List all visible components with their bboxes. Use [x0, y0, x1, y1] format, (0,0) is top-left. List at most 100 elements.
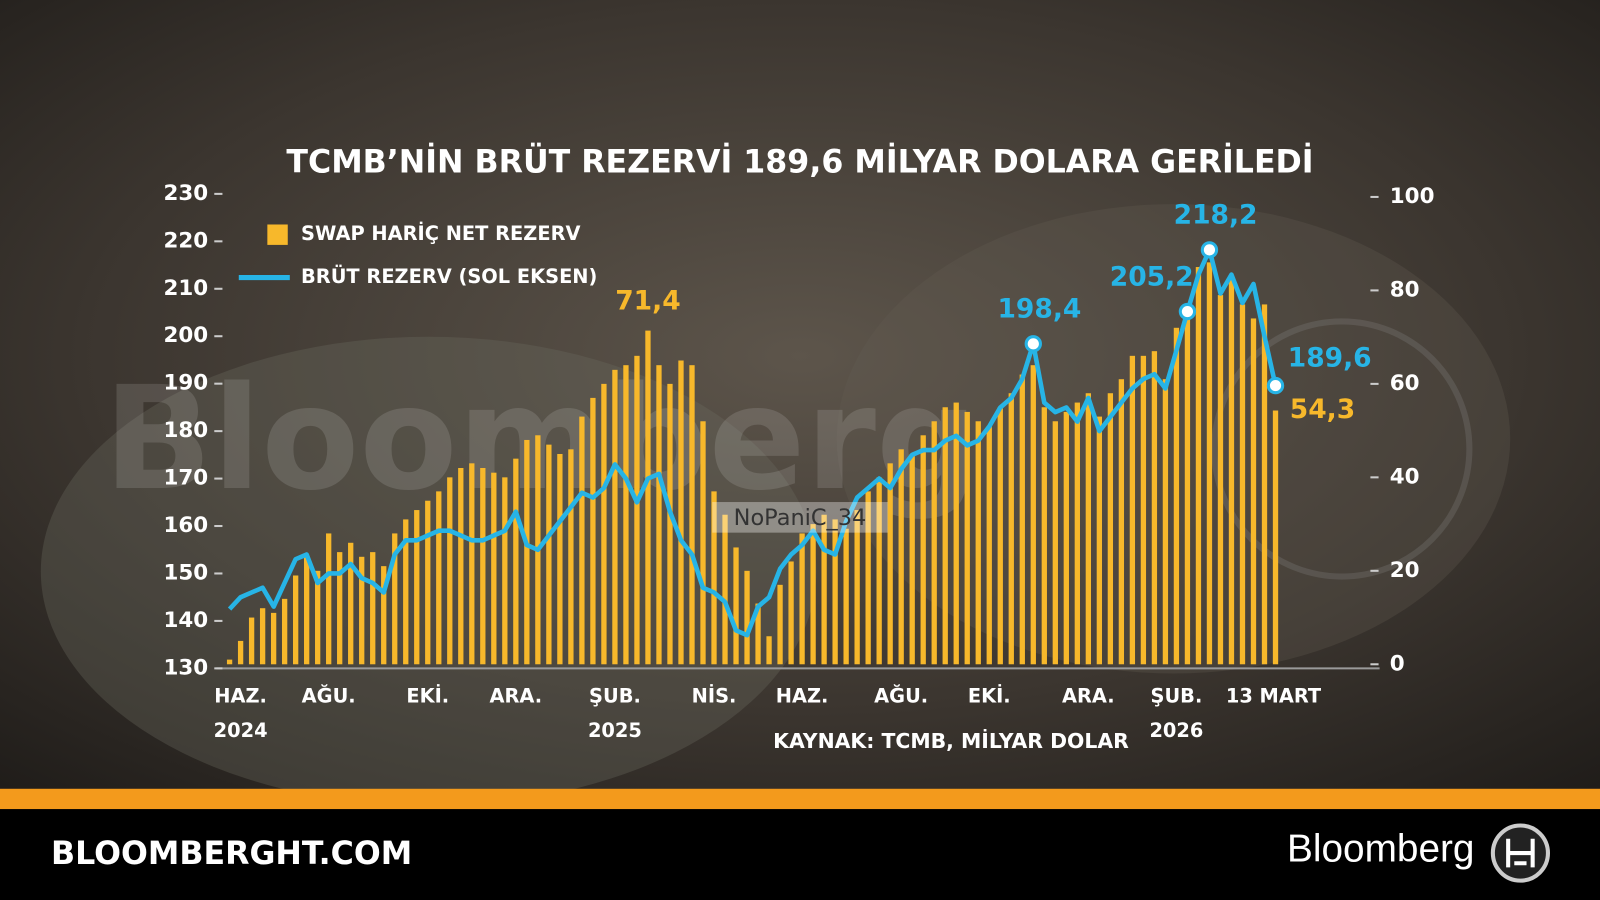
- x-tick-label: HAZ.: [214, 684, 267, 707]
- bar: [315, 570, 321, 665]
- bar: [414, 510, 420, 665]
- y-tick-label: 220: [163, 228, 208, 253]
- source-note: KAYNAK: TCMB, MİLYAR DOLAR: [773, 728, 1129, 753]
- bar: [656, 365, 662, 665]
- footer-bar: [0, 809, 1600, 900]
- bar: [513, 458, 519, 665]
- watermark-box: [712, 502, 888, 533]
- line-value-label: 205,2: [1110, 261, 1194, 292]
- bar: [832, 519, 838, 665]
- bar: [1008, 393, 1014, 665]
- bar: [612, 369, 618, 665]
- background-decor: [836, 204, 1511, 674]
- bar: [502, 477, 508, 665]
- bar: [1129, 355, 1136, 665]
- bar: [491, 472, 497, 665]
- bar: [425, 500, 431, 665]
- bar: [1041, 407, 1047, 665]
- x-tick-label: EKİ.: [406, 683, 449, 707]
- bar: [623, 365, 629, 665]
- bar: [1250, 318, 1257, 665]
- bar: [634, 355, 640, 665]
- bar: [248, 617, 255, 665]
- footer-site: BLOOMBERGHT.COM: [51, 836, 412, 872]
- x-tick-label: AĞU.: [874, 683, 928, 707]
- bar: [645, 330, 651, 665]
- bar: [975, 421, 981, 665]
- bar: [810, 524, 816, 665]
- bar: [1173, 327, 1180, 665]
- bar: [700, 421, 706, 665]
- bar: [1217, 295, 1224, 665]
- bar: [326, 533, 332, 665]
- bar: [469, 463, 475, 665]
- bar: [1074, 402, 1080, 665]
- bar: [292, 575, 299, 665]
- x-tick-label: HAZ.: [776, 684, 829, 707]
- line-point: [1178, 302, 1197, 321]
- bar: [1030, 365, 1036, 665]
- bar: [964, 411, 970, 665]
- bar: [359, 556, 365, 665]
- bar: [237, 640, 244, 665]
- y2-tick-label: 20: [1390, 558, 1420, 583]
- bar: [1184, 309, 1191, 665]
- bar: [744, 570, 750, 665]
- bar: [887, 463, 893, 665]
- bar: [711, 491, 717, 665]
- bar: [436, 491, 442, 665]
- bar: [909, 453, 915, 665]
- y-tick-label: 160: [163, 513, 208, 538]
- bar: [898, 449, 904, 665]
- x-tick-label: NİS.: [692, 683, 737, 707]
- bar: [1195, 267, 1202, 665]
- legend-swatch: [267, 224, 288, 245]
- bar: [1118, 379, 1125, 665]
- bar: [270, 612, 277, 665]
- y2-tick-label: 60: [1390, 371, 1420, 396]
- bar: [226, 659, 233, 665]
- bar: [986, 425, 992, 665]
- footer-brand: Bloomberg: [1287, 827, 1474, 870]
- bar: [1228, 276, 1235, 665]
- bar: [1162, 379, 1169, 665]
- bar: [843, 528, 849, 665]
- background-decor: [1211, 318, 1473, 580]
- bar: [447, 477, 453, 665]
- bar: [281, 598, 288, 665]
- x-tick-label: ARA.: [1062, 684, 1115, 707]
- bar: [601, 383, 607, 665]
- bar-value-label: 54,3: [1290, 394, 1355, 425]
- bar: [1096, 416, 1103, 665]
- bar: [1063, 411, 1069, 665]
- bar: [1107, 393, 1114, 665]
- bar: [1261, 304, 1268, 665]
- y2-tick-label: 0: [1390, 651, 1405, 676]
- bar: [854, 510, 860, 665]
- bar: [1239, 304, 1246, 665]
- bar: [392, 533, 398, 665]
- bar: [920, 435, 926, 665]
- line-value-label: 189,6: [1288, 343, 1372, 374]
- bar: [667, 383, 673, 665]
- y-tick-label: 180: [163, 418, 208, 443]
- line-point: [1200, 241, 1219, 259]
- line-value-label: 198,4: [997, 294, 1081, 325]
- bar: [524, 439, 530, 665]
- footer-stripe: [0, 788, 1600, 810]
- bar: [557, 453, 563, 665]
- bar: [1151, 351, 1158, 665]
- bar: [733, 547, 739, 665]
- bar: [1140, 355, 1147, 665]
- x-tick-label: ARA.: [490, 684, 543, 707]
- y-tick-label: 210: [163, 276, 208, 301]
- bar: [953, 402, 959, 665]
- bar: [799, 533, 805, 665]
- watermark: NoPaniC_34: [734, 505, 867, 531]
- bar: [370, 552, 376, 665]
- plot-area: 130 140 150 160 170 180 190 200 210 220 230 0 20 40 60…: [163, 181, 1434, 742]
- bar: [304, 556, 310, 665]
- y-tick-label: 130: [163, 655, 208, 680]
- y2-tick-label: 100: [1390, 184, 1435, 209]
